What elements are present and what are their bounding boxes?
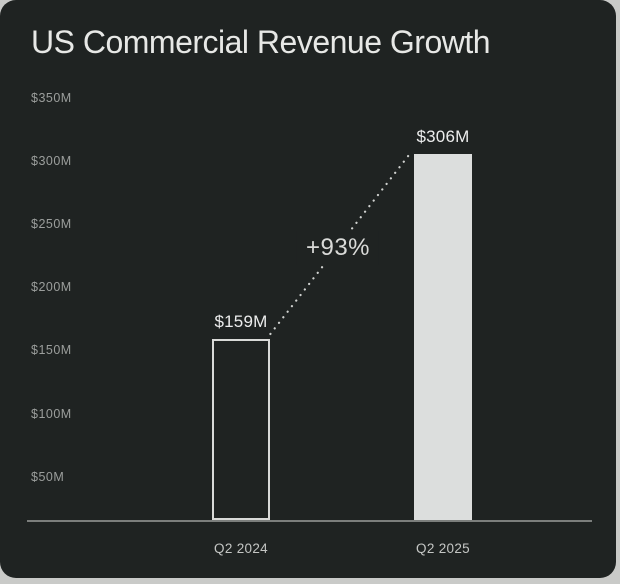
x-axis-tick-label: Q2 2025 — [416, 541, 470, 556]
y-axis-tick-label: $350M — [31, 90, 72, 105]
bar-q2-2025 — [414, 153, 472, 520]
y-axis-tick-label: $200M — [31, 280, 72, 295]
y-axis-tick-label: $250M — [31, 216, 72, 231]
x-axis-tick-label: Q2 2024 — [214, 541, 268, 556]
y-axis-tick-label: $300M — [31, 153, 72, 168]
y-axis-tick-label: $150M — [31, 343, 72, 358]
growth-annotation: +93% — [296, 231, 380, 266]
chart-title: US Commercial Revenue Growth — [31, 24, 491, 60]
bar-value-label: $306M — [416, 126, 470, 146]
x-axis-line — [27, 520, 592, 522]
y-axis-tick-label: $100M — [31, 406, 72, 421]
bar-q2-2024 — [212, 339, 270, 520]
bar-value-label: $159M — [214, 312, 268, 332]
y-axis-tick-label: $50M — [31, 469, 65, 484]
